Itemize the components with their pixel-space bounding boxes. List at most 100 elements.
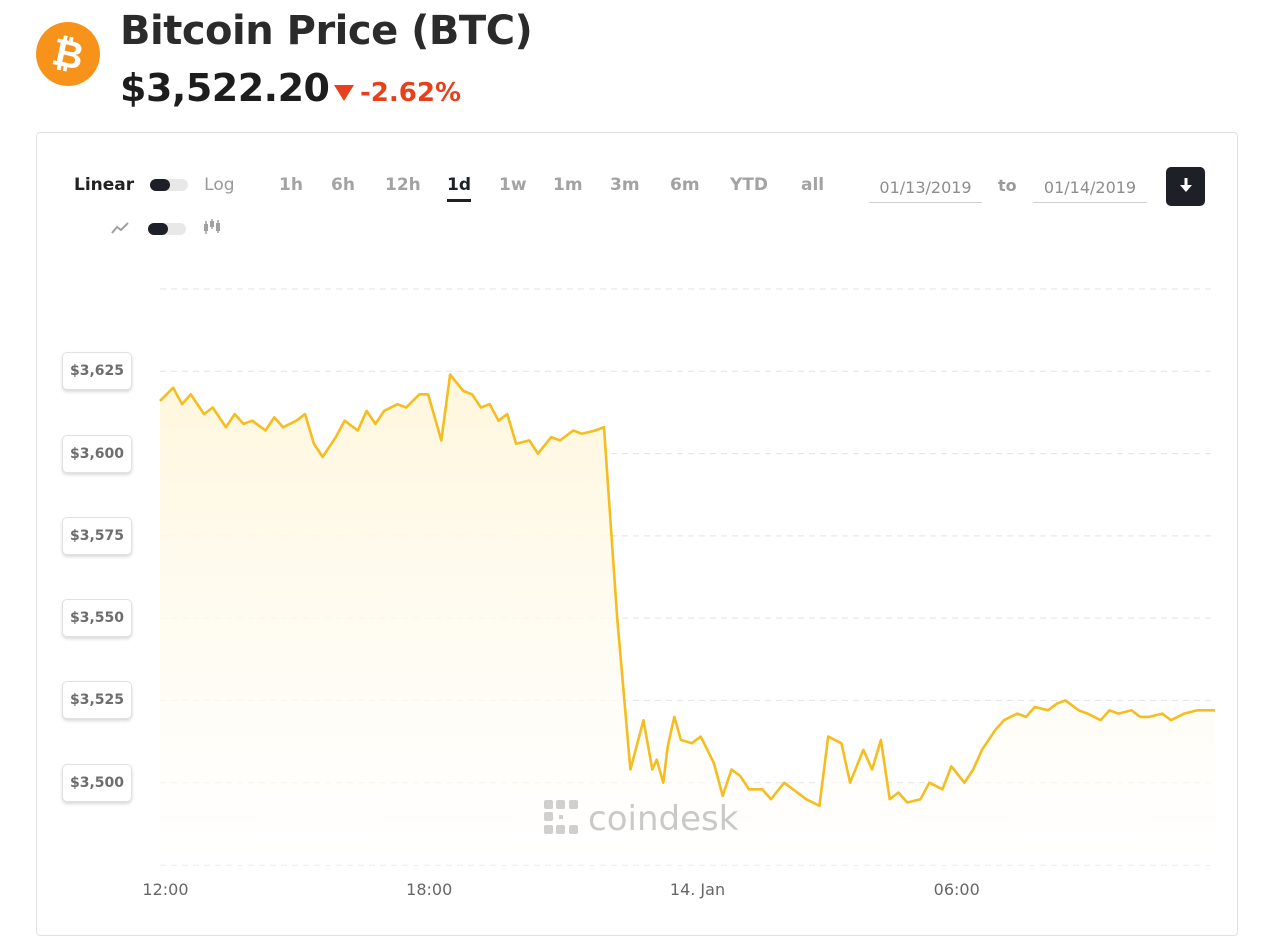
linear-scale-label[interactable]: Linear (74, 175, 135, 195)
coindesk-logo-icon (542, 798, 580, 840)
price-point (295, 420, 297, 422)
price-point (181, 403, 183, 405)
price-point (722, 795, 724, 797)
price-point (880, 739, 882, 741)
price-point (225, 426, 227, 428)
price-point (480, 407, 482, 409)
price-point (805, 798, 807, 800)
price-point (449, 374, 451, 376)
current-price: $3,522.20 (120, 66, 330, 110)
price-point (680, 739, 682, 741)
range-1d[interactable]: 1d (447, 172, 471, 202)
price-point (550, 436, 552, 438)
price-point (234, 413, 236, 415)
scale-toggle-row: Linear Log (74, 172, 235, 198)
log-scale-label[interactable]: Log (204, 175, 235, 195)
range-ytd[interactable]: YTD (730, 175, 769, 195)
download-icon (1177, 176, 1195, 198)
price-chart[interactable] (36, 240, 1236, 900)
price-point (396, 403, 398, 405)
price-point (1047, 709, 1049, 711)
price-point (462, 390, 464, 392)
price-point (1065, 699, 1067, 701)
price-point (418, 393, 420, 395)
candlestick-icon[interactable] (202, 218, 220, 240)
price-point (656, 759, 658, 761)
range-12h[interactable]: 12h (385, 175, 421, 195)
price-point (731, 769, 733, 771)
price-point (427, 393, 429, 395)
price-point (1087, 713, 1089, 715)
price-point (928, 782, 930, 784)
x-tick-label: 14. Jan (669, 880, 726, 899)
date-to-input[interactable] (1033, 172, 1147, 203)
range-all[interactable]: all (801, 175, 825, 195)
price-point (273, 416, 275, 418)
price-point (1183, 713, 1185, 715)
price-point (322, 456, 324, 458)
price-point (335, 436, 337, 438)
date-to-label: to (998, 176, 1017, 195)
line-chart-icon[interactable] (110, 220, 130, 239)
coindesk-watermark: coindesk (542, 798, 738, 840)
y-tick-label: $3,550 (62, 599, 132, 638)
down-arrow-icon (334, 85, 354, 101)
price-point (963, 782, 965, 784)
chart-type-toggle[interactable] (148, 223, 186, 235)
price-point (440, 439, 442, 441)
range-1h[interactable]: 1h (279, 175, 303, 195)
download-button[interactable] (1166, 167, 1205, 206)
price-point (1196, 709, 1198, 711)
price-point (792, 788, 794, 790)
watermark-text: coindesk (588, 799, 739, 839)
price-point (616, 617, 618, 619)
price-change-value: -2.62% (360, 78, 461, 108)
price-point (1025, 716, 1027, 718)
price-point (489, 403, 491, 405)
range-1w[interactable]: 1w (499, 175, 527, 195)
price-point (203, 413, 205, 415)
price-point (972, 769, 974, 771)
price-point (651, 769, 653, 771)
price-point (265, 430, 267, 432)
price-point (405, 407, 407, 409)
page-title: Bitcoin Price (BTC) (120, 8, 533, 54)
price-point (374, 423, 376, 425)
price-point (383, 410, 385, 412)
x-tick-label: 18:00 (406, 880, 453, 899)
price-point (603, 426, 605, 428)
price-point (827, 736, 829, 738)
price-point (559, 439, 561, 441)
price-point (1161, 713, 1163, 715)
chart-type-toggle-knob (148, 223, 168, 235)
price-point (818, 805, 820, 807)
y-tick-label: $3,625 (62, 352, 132, 391)
price-point (1056, 703, 1058, 705)
price-series-line (159, 373, 1215, 808)
price-point (994, 729, 996, 731)
price-point (840, 742, 842, 744)
price-point (159, 400, 161, 402)
price-point (1078, 709, 1080, 711)
date-from-input[interactable] (869, 172, 982, 203)
price-point (950, 765, 952, 767)
price-point (1117, 713, 1119, 715)
y-tick-label: $3,575 (62, 516, 132, 555)
scale-toggle[interactable] (150, 179, 189, 191)
price-point (498, 420, 500, 422)
range-6h[interactable]: 6h (331, 175, 355, 195)
price-point (357, 430, 359, 432)
range-1m[interactable]: 1m (553, 175, 583, 195)
price-point (906, 802, 908, 804)
price-point (673, 716, 675, 718)
price-point (1148, 716, 1150, 718)
price-point (172, 387, 174, 389)
scale-toggle-knob (150, 179, 171, 191)
price-point (748, 788, 750, 790)
price-point (713, 762, 715, 764)
range-6m[interactable]: 6m (670, 175, 700, 195)
price-point (770, 798, 772, 800)
range-3m[interactable]: 3m (610, 175, 640, 195)
price-point (761, 788, 763, 790)
price-point (515, 443, 517, 445)
